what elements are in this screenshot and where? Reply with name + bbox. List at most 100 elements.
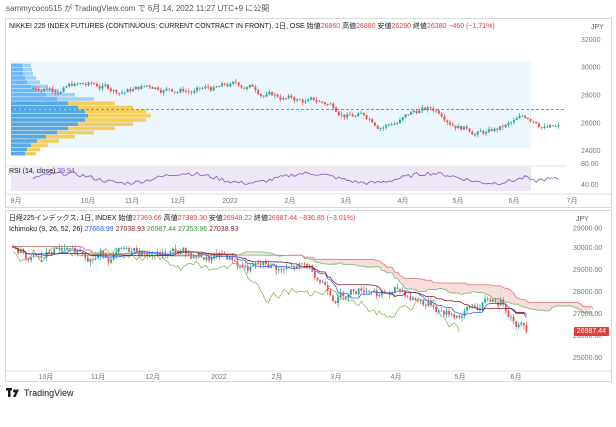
futures-candle bbox=[190, 91, 193, 93]
index-candle bbox=[277, 269, 280, 271]
futures-candle bbox=[507, 123, 510, 125]
index-candle bbox=[104, 255, 107, 258]
index-candle bbox=[81, 251, 84, 254]
futures-candle bbox=[440, 113, 443, 117]
ichimoku-cloud-segment bbox=[345, 259, 349, 265]
index-chart-panel[interactable]: JPY 29000.00 30000.00 29000.00 28000.00 27000… bbox=[5, 210, 612, 382]
futures-candle bbox=[143, 85, 146, 87]
index-change: −836.85 (−3.01%) bbox=[299, 215, 356, 222]
futures-candle bbox=[129, 89, 132, 92]
index-candle bbox=[120, 248, 123, 249]
index-candle bbox=[437, 310, 440, 312]
futures-candle bbox=[410, 112, 413, 115]
futures-candle bbox=[510, 122, 513, 124]
index-time-axis-tick: 4月 bbox=[391, 373, 402, 381]
futures-candle bbox=[373, 122, 376, 126]
futures-candle bbox=[59, 91, 62, 94]
volume-profile-bar-inner bbox=[11, 118, 85, 122]
rsi-legend: RSI (14, close) 39.94 bbox=[9, 167, 75, 176]
futures-candle bbox=[360, 112, 363, 114]
price-axis-currency: JPY bbox=[591, 24, 604, 31]
ichimoku-cloud-segment bbox=[436, 282, 439, 290]
futures-candle bbox=[429, 107, 432, 109]
futures-candle bbox=[259, 94, 262, 96]
ichimoku-cloud-segment bbox=[464, 283, 468, 294]
index-candle bbox=[414, 297, 417, 301]
volume-profile-bar-inner bbox=[11, 134, 46, 139]
futures-candle bbox=[123, 92, 126, 94]
futures-candle bbox=[187, 91, 190, 93]
index-candle bbox=[197, 253, 200, 258]
volume-profile-bar-inner bbox=[11, 88, 37, 93]
futures-candle bbox=[354, 116, 357, 117]
index-candle bbox=[14, 248, 17, 249]
index-candle bbox=[86, 257, 89, 262]
ichimoku-cloud-segment bbox=[348, 259, 351, 265]
index-candle bbox=[45, 252, 48, 258]
ichimoku-cloud-segment bbox=[428, 280, 431, 290]
index-candle bbox=[84, 253, 87, 258]
tradingview-footer[interactable]: TradingView bbox=[6, 388, 74, 398]
index-candle bbox=[347, 294, 350, 298]
index-axis-tick: 27000.00 bbox=[573, 311, 602, 318]
index-candle bbox=[228, 256, 231, 260]
futures-candle bbox=[549, 125, 552, 128]
futures-candle bbox=[162, 90, 165, 93]
ichimoku-cloud-segment bbox=[474, 284, 478, 293]
futures-candle bbox=[159, 89, 162, 93]
index-candle bbox=[249, 266, 252, 271]
ichimoku-cloud-segment bbox=[487, 284, 491, 296]
index-candle bbox=[491, 299, 494, 302]
index-candle bbox=[321, 282, 324, 284]
index-time-axis-tick: 2022 bbox=[211, 374, 227, 381]
index-time-axis-tick: 10月 bbox=[39, 373, 54, 381]
ichimoku-cloud-segment bbox=[523, 299, 527, 308]
futures-candle bbox=[329, 103, 332, 105]
futures-chart-panel[interactable]: JPY 32000 30000 28000 26000 24000 80.00 40.00 9月… bbox=[5, 18, 612, 208]
index-candle bbox=[319, 280, 321, 283]
index-chart-canvas[interactable]: JPY 29000.00 30000.00 29000.00 28000.00 27000… bbox=[6, 211, 611, 381]
volume-profile-bar-inner bbox=[11, 113, 88, 118]
time-axis-tick: 12月 bbox=[171, 197, 186, 205]
index-candle bbox=[117, 248, 120, 252]
ichimoku-cloud-segment bbox=[443, 283, 447, 291]
futures-open: 26860 bbox=[320, 23, 341, 30]
ichimoku-cloud-segment bbox=[438, 283, 442, 289]
futures-candle bbox=[474, 134, 477, 136]
index-candle bbox=[445, 310, 448, 315]
time-axis-tick: 10月 bbox=[81, 197, 96, 205]
index-candle bbox=[399, 289, 401, 291]
futures-candle bbox=[271, 91, 274, 96]
futures-candle bbox=[134, 86, 137, 90]
index-candle bbox=[55, 248, 58, 250]
index-candle bbox=[30, 257, 32, 261]
futures-candle bbox=[112, 89, 115, 92]
index-candle bbox=[99, 250, 102, 257]
futures-candle bbox=[182, 88, 185, 92]
futures-candle bbox=[337, 111, 340, 116]
time-axis-tick: 9月 bbox=[11, 197, 22, 205]
ichimoku-cloud-segment bbox=[260, 251, 264, 256]
futures-chart-canvas[interactable]: JPY 32000 30000 28000 26000 24000 80.00 40.00 9月… bbox=[6, 19, 611, 207]
futures-candle bbox=[482, 130, 485, 134]
index-candle bbox=[187, 253, 190, 255]
index-candle bbox=[332, 295, 334, 302]
volume-profile-bar-inner bbox=[11, 151, 25, 156]
index-candle bbox=[174, 248, 177, 253]
ichimoku-cloud-segment bbox=[469, 284, 473, 294]
index-candle bbox=[381, 290, 383, 296]
futures-candle bbox=[379, 128, 382, 130]
ichimoku-cloud-segment bbox=[583, 306, 586, 313]
futures-candle bbox=[140, 86, 143, 90]
futures-candle bbox=[401, 117, 404, 120]
time-axis-tick: 5月 bbox=[453, 197, 464, 205]
index-candle bbox=[316, 277, 319, 281]
futures-candle bbox=[524, 115, 527, 118]
futures-candle bbox=[554, 126, 557, 127]
futures-candle bbox=[232, 81, 235, 84]
ichimoku-cloud-segment bbox=[451, 283, 455, 294]
futures-candle bbox=[368, 118, 371, 120]
index-candle bbox=[450, 314, 453, 316]
futures-candle bbox=[298, 99, 301, 101]
index-candle bbox=[417, 300, 419, 302]
